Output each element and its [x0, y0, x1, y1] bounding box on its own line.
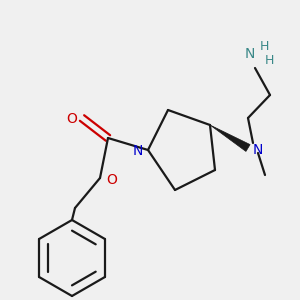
Text: H: H — [259, 40, 269, 53]
Text: N: N — [133, 144, 143, 158]
Polygon shape — [210, 125, 250, 152]
Text: N: N — [245, 47, 255, 61]
Text: N: N — [253, 143, 263, 157]
Text: O: O — [67, 112, 77, 126]
Text: H: H — [264, 55, 274, 68]
Text: O: O — [106, 173, 117, 187]
